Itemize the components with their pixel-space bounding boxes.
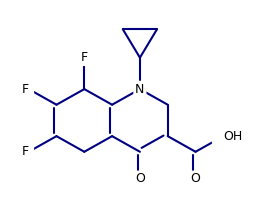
- Text: F: F: [22, 83, 29, 96]
- Text: F: F: [22, 145, 29, 158]
- Text: F: F: [81, 51, 88, 64]
- Text: F: F: [25, 145, 32, 158]
- Text: OH: OH: [223, 130, 243, 143]
- Text: F: F: [25, 83, 32, 96]
- Text: N: N: [135, 83, 145, 96]
- Text: O: O: [135, 172, 145, 185]
- Text: O: O: [191, 172, 201, 185]
- Text: N: N: [135, 83, 145, 96]
- Text: O: O: [191, 172, 201, 185]
- Text: OH: OH: [214, 130, 233, 143]
- Text: F: F: [81, 51, 88, 64]
- Text: O: O: [135, 172, 145, 185]
